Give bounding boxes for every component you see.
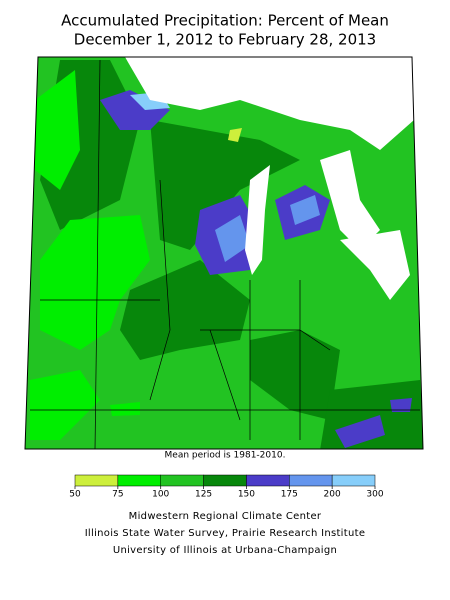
legend-label: 200 xyxy=(324,490,341,500)
legend-swatch xyxy=(289,474,333,487)
region xyxy=(290,195,320,225)
region xyxy=(335,415,385,448)
region xyxy=(100,90,170,130)
region xyxy=(150,120,300,250)
region xyxy=(30,370,100,440)
credit: University of Illinois at Urbana-Champai… xyxy=(113,545,337,556)
lake-huron xyxy=(320,150,380,250)
title: Accumulated Precipitation: Percent of Me… xyxy=(61,12,389,30)
region xyxy=(110,402,140,416)
state-borders xyxy=(30,59,420,449)
legend-swatch xyxy=(331,474,376,487)
region xyxy=(120,260,250,360)
region xyxy=(215,215,250,262)
region xyxy=(250,330,340,420)
map xyxy=(24,56,424,450)
lake-michigan xyxy=(245,165,270,275)
legend-swatch xyxy=(246,474,290,487)
legend-label: 50 xyxy=(69,490,81,500)
region xyxy=(40,215,150,350)
region xyxy=(320,380,423,449)
map-frame xyxy=(24,56,424,450)
legend-swatch xyxy=(74,474,119,487)
credit: Illinois State Water Survey, Prairie Res… xyxy=(85,528,366,539)
legend-label: 125 xyxy=(195,490,212,500)
legend-label: 175 xyxy=(281,490,298,500)
subtitle: December 1, 2012 to February 28, 2013 xyxy=(74,31,376,49)
region xyxy=(390,398,412,412)
legend-label: 150 xyxy=(238,490,255,500)
legend-label: 100 xyxy=(152,490,169,500)
lake-superior xyxy=(125,57,414,150)
credit: Midwestern Regional Climate Center xyxy=(129,511,322,522)
legend-swatch xyxy=(117,474,161,487)
lake-erie-ontario xyxy=(340,230,410,300)
legend-label: 300 xyxy=(366,490,383,500)
legend-label: 75 xyxy=(112,490,123,500)
legend-swatch xyxy=(160,474,204,487)
note: Mean period is 1981-2010. xyxy=(165,451,286,461)
region xyxy=(228,128,242,142)
legend-swatch xyxy=(203,474,247,487)
region xyxy=(35,70,80,190)
legend: 50 75 100 125 150 175 200 300 xyxy=(69,474,384,500)
